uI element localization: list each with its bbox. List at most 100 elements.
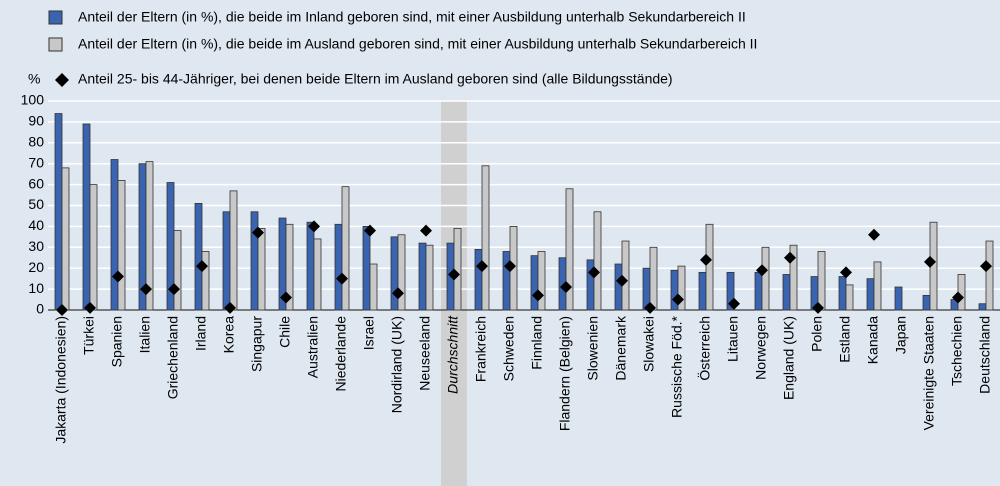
x-tick-label: Slowakei	[641, 316, 657, 372]
bar	[838, 276, 847, 311]
bar	[390, 236, 399, 311]
y-tick-label: 70	[28, 154, 44, 170]
x-tick-label: Estland	[837, 316, 853, 363]
y-tick-label: 90	[28, 113, 44, 129]
bar	[593, 211, 602, 311]
bar	[621, 240, 630, 311]
diamond-marker	[336, 272, 348, 285]
bar	[362, 225, 371, 311]
bar	[530, 255, 539, 311]
x-tick-label: Japan	[893, 316, 909, 354]
diamond-marker	[56, 304, 68, 316]
diamond-marker	[504, 260, 516, 273]
diamond-marker	[196, 260, 208, 273]
x-tick-label: Österreich	[696, 316, 713, 381]
legend-label: Anteil 25- bis 44-Jähriger, bei denen be…	[78, 71, 673, 87]
bar	[586, 259, 595, 311]
bar	[502, 251, 511, 311]
x-tick-label: Vereinigte Staaten	[921, 316, 937, 430]
y-tick-label: 0	[36, 301, 44, 317]
diamond-marker	[616, 274, 628, 287]
y-tick-label: 10	[28, 280, 44, 296]
diamond-marker	[952, 291, 964, 304]
y-tick-label: 40	[28, 217, 44, 233]
diamond-marker	[280, 291, 292, 304]
bar	[369, 263, 378, 311]
bar	[285, 223, 294, 311]
x-tick-label: Türkei	[81, 316, 97, 355]
bar	[82, 123, 91, 311]
diamond-marker	[672, 293, 684, 306]
diamond-marker	[252, 226, 264, 239]
x-tick-label: Kanada	[865, 316, 881, 364]
x-tick-label: Finnland	[529, 316, 545, 370]
bar	[481, 165, 490, 311]
bar	[614, 263, 623, 311]
bar	[817, 251, 826, 311]
bar	[677, 265, 686, 311]
diamond-marker	[644, 301, 656, 314]
x-tick-label: Griechenland	[165, 316, 181, 399]
y-tick-label: 50	[28, 196, 44, 212]
bar	[229, 190, 238, 311]
bar	[194, 203, 203, 311]
diamond-marker	[420, 224, 432, 237]
x-tick-label: Chile	[277, 316, 293, 348]
diamond-marker	[812, 301, 824, 314]
diamond-marker	[448, 268, 460, 281]
bar	[754, 271, 763, 311]
bar	[698, 271, 707, 311]
bar	[894, 286, 903, 311]
bar	[145, 161, 154, 311]
diamond-marker	[728, 297, 740, 310]
bar	[418, 242, 427, 311]
legend-marker	[48, 10, 63, 25]
diamond-marker	[168, 283, 180, 296]
bar	[341, 186, 350, 311]
x-tick-label: Nordirland (UK)	[389, 316, 405, 413]
bar	[397, 234, 406, 311]
diamond-marker	[588, 266, 600, 279]
legend-marker	[55, 73, 69, 87]
diamond-marker	[924, 255, 936, 268]
bar	[313, 238, 322, 311]
bar	[922, 294, 931, 311]
x-tick-label: Tschechien	[949, 316, 965, 386]
diamond-marker	[784, 251, 796, 264]
y-tick-label: 80	[28, 134, 44, 150]
bar	[873, 261, 882, 311]
bar	[306, 221, 315, 311]
x-tick-label: Dänemark	[613, 315, 629, 381]
bar	[565, 188, 574, 311]
x-tick-label: Durchschnitt	[445, 315, 461, 394]
bar	[110, 159, 119, 311]
bar	[866, 278, 875, 311]
diamond-marker	[112, 270, 124, 283]
y-tick-label: 20	[28, 259, 44, 275]
legend-marker	[48, 37, 63, 52]
bar	[726, 271, 735, 311]
bar	[257, 228, 266, 311]
x-tick-label: Israel	[361, 316, 377, 350]
bar	[782, 274, 791, 311]
x-tick-label: Jakarta (Indonesien)	[53, 316, 69, 444]
x-tick-label: Korea	[221, 316, 237, 354]
bar	[537, 251, 546, 311]
bar	[89, 184, 98, 311]
bar	[250, 211, 259, 311]
bar	[705, 223, 714, 311]
y-tick-label: 60	[28, 175, 44, 191]
x-tick-label: Niederlande	[333, 316, 349, 392]
x-tick-label: Litauen	[725, 316, 741, 362]
x-tick-label: Singapur	[249, 316, 265, 372]
diamond-marker	[700, 253, 712, 266]
bar	[649, 246, 658, 311]
x-tick-label: Italien	[137, 316, 153, 353]
y-tick-label: 30	[28, 238, 44, 254]
x-tick-label: Polen	[809, 316, 825, 352]
bar	[474, 248, 483, 311]
bar	[201, 251, 210, 311]
legend-title: %	[28, 71, 40, 87]
bar	[425, 244, 434, 311]
